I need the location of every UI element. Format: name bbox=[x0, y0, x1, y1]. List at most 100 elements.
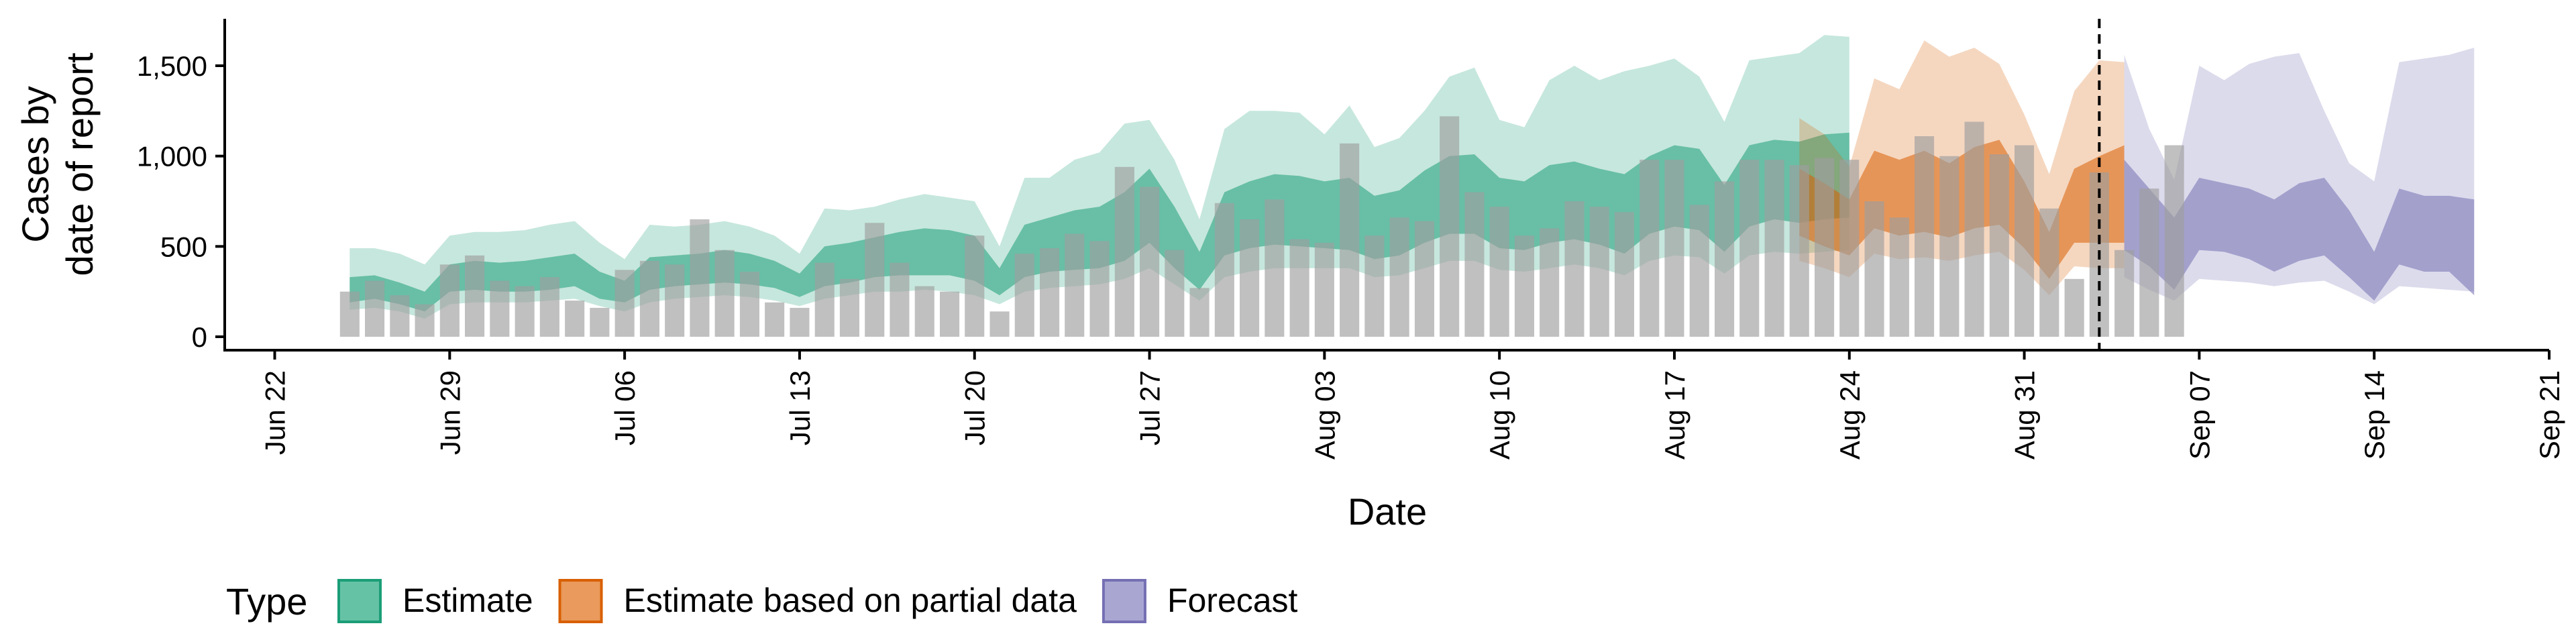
bar bbox=[1140, 186, 1160, 337]
x-tick-label: Aug 03 bbox=[1309, 370, 1340, 460]
bar bbox=[1815, 158, 1835, 337]
y-axis-title-line-2: date of report bbox=[58, 52, 101, 276]
bar bbox=[1564, 201, 1585, 337]
bar bbox=[1540, 228, 1560, 337]
bar bbox=[1640, 160, 1660, 337]
bar bbox=[2015, 145, 2035, 337]
legend-item: Estimate based on partial data bbox=[558, 579, 1077, 623]
bar bbox=[1789, 165, 1809, 337]
bar bbox=[339, 291, 360, 337]
bar bbox=[1664, 160, 1684, 337]
bar bbox=[614, 270, 635, 337]
legend-label: Estimate based on partial data bbox=[624, 582, 1077, 619]
legend-items: Estimate Estimate based on partial data Fo… bbox=[337, 579, 1298, 623]
bar bbox=[2164, 145, 2184, 337]
x-tick-label: Jul 27 bbox=[1134, 370, 1166, 445]
y-tick-label: 500 bbox=[160, 231, 207, 262]
bar bbox=[2064, 278, 2084, 337]
bar bbox=[1340, 143, 1360, 337]
y-ticks: 0 500 1,000 1,500 bbox=[137, 50, 225, 353]
bar bbox=[390, 295, 410, 337]
bar bbox=[1014, 254, 1034, 337]
bar bbox=[1040, 248, 1060, 337]
bar bbox=[539, 277, 559, 337]
bar bbox=[365, 280, 385, 337]
bar bbox=[1589, 207, 1609, 337]
bar bbox=[665, 264, 685, 337]
bar bbox=[439, 264, 460, 337]
x-tick-label: Aug 31 bbox=[2009, 370, 2041, 460]
bar bbox=[690, 219, 710, 337]
legend-item: Estimate bbox=[337, 579, 533, 623]
bar bbox=[2114, 250, 2135, 337]
bar bbox=[1364, 235, 1385, 337]
y-tick-label: 1,500 bbox=[137, 50, 207, 82]
x-tick-label: Jun 22 bbox=[260, 370, 291, 455]
legend-swatch bbox=[1102, 579, 1146, 623]
legend: Type Estimate Estimate based on partial d… bbox=[226, 579, 1298, 623]
bar bbox=[989, 311, 1010, 337]
bar bbox=[1689, 205, 1709, 337]
y-tick-label: 0 bbox=[192, 321, 207, 353]
bar bbox=[1165, 250, 1185, 337]
bar bbox=[1889, 217, 1909, 337]
x-tick-label: Sep 07 bbox=[2184, 370, 2215, 460]
bar bbox=[639, 260, 659, 337]
bar bbox=[1289, 239, 1309, 337]
x-tick-label: Sep 21 bbox=[2534, 370, 2565, 460]
bar bbox=[1240, 219, 1260, 337]
bar bbox=[765, 302, 785, 337]
x-tick-label: Jul 06 bbox=[609, 370, 641, 445]
bar bbox=[1864, 201, 1884, 337]
axes bbox=[223, 19, 2549, 352]
forecast-50-band bbox=[2124, 160, 2475, 301]
bar bbox=[1314, 242, 1334, 337]
bar bbox=[1964, 121, 1984, 337]
bar bbox=[2039, 208, 2059, 337]
bar bbox=[1614, 212, 1634, 337]
x-axis-title: Date bbox=[1348, 490, 1427, 533]
bar bbox=[415, 304, 435, 337]
x-tick-label: Aug 24 bbox=[1834, 370, 1866, 460]
bar bbox=[1114, 166, 1134, 337]
bar bbox=[965, 235, 985, 337]
bar bbox=[1414, 221, 1434, 337]
bars bbox=[339, 116, 2184, 337]
bar bbox=[1939, 156, 1960, 337]
x-tick-label: Sep 14 bbox=[2359, 370, 2390, 460]
y-axis-title-line-1: Cases by bbox=[14, 86, 56, 242]
bar bbox=[814, 262, 835, 337]
legend-swatch bbox=[558, 579, 603, 623]
x-ticks: Jun 22 Jun 29 Jul 06 Jul 13 Jul 20 Jul 27 Aug … bbox=[260, 350, 2565, 460]
x-tick-label: Jul 13 bbox=[784, 370, 816, 445]
bar bbox=[465, 255, 485, 337]
bar bbox=[1089, 241, 1110, 337]
y-tick-label: 1,000 bbox=[137, 141, 207, 172]
x-tick-label: Aug 10 bbox=[1484, 370, 1515, 460]
bar bbox=[1739, 160, 1760, 337]
x-tick-label: Jun 29 bbox=[434, 370, 466, 455]
bar bbox=[1839, 160, 1860, 337]
bar bbox=[1189, 288, 1210, 337]
bar bbox=[1389, 217, 1409, 337]
legend-label: Forecast bbox=[1167, 582, 1298, 619]
bar bbox=[1989, 154, 2009, 337]
bar bbox=[1065, 233, 1085, 337]
bar bbox=[1915, 136, 1935, 337]
bar bbox=[865, 223, 885, 337]
bar bbox=[940, 291, 960, 337]
bar bbox=[490, 280, 510, 337]
x-tick-label: Jul 20 bbox=[959, 370, 991, 445]
bar bbox=[914, 286, 934, 337]
legend-item: Forecast bbox=[1102, 579, 1298, 623]
bar bbox=[565, 301, 585, 337]
y-axis-title: Cases by date of report bbox=[14, 52, 101, 276]
x-tick-label: Aug 17 bbox=[1659, 370, 1690, 460]
bar bbox=[739, 272, 759, 337]
bar bbox=[1514, 235, 1534, 337]
bar bbox=[839, 278, 859, 337]
bar bbox=[1214, 203, 1234, 337]
bar bbox=[1489, 207, 1509, 337]
bar bbox=[1265, 199, 1285, 337]
